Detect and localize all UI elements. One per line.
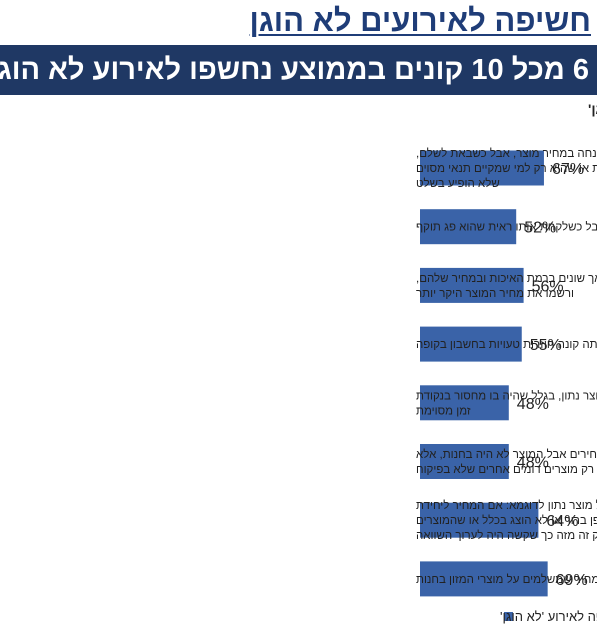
value-label-4: 48%: [517, 396, 549, 413]
legend-label: חשיפה לאירוע 'לא הוגן': [500, 609, 597, 624]
bar-5: [420, 444, 509, 479]
bar-0: [420, 150, 544, 186]
bar-6: [420, 502, 539, 538]
value-label-3: 55%: [530, 337, 562, 354]
value-label-5: 48%: [517, 455, 549, 472]
value-label-6: 64%: [546, 513, 578, 530]
headline-banner: 6 מכל 10 קונים בממוצע נחשפו לאירוע לא הו…: [0, 45, 597, 95]
value-label-0: 67%: [552, 161, 584, 178]
legend-swatch: [504, 612, 513, 621]
category-label-4: נדרשת לשלם מחיר גבוה עבור מוצר נתון, בגל…: [416, 389, 597, 417]
category-label-2: בחנות שמו ביחד מוצרים דומים אך שונים ברמ…: [416, 272, 597, 300]
category-label-1: על המדף בחנות מונח מוצר, אבל כשלקחת אותו…: [416, 221, 597, 234]
bar-2: [420, 267, 524, 303]
bar-1: [420, 209, 517, 245]
category-label-6: היה קושי להשוות בין מחירים של מוצר נתון …: [416, 499, 597, 542]
category-labels-layer: בחנות הוצג שלט המכריז על הנחה במחיר מוצר…: [416, 147, 597, 586]
category-label-3: בחנות שאתה קונה חוזרות טעויות בחשבון בקו…: [416, 339, 597, 351]
page-headline: חשיפה לאירועים לא הוגן: [249, 3, 591, 38]
value-label-1: 52%: [524, 220, 556, 237]
bar-7: [420, 561, 548, 597]
category-label-7: אין תמורה הולמת למחיר שמשלמים על מוצרי ה…: [416, 573, 597, 586]
bars-layer: [420, 150, 548, 597]
bar-4: [420, 385, 509, 421]
category-label-5: רצית לקנות מוצר שנמצא בפיקוח מחירים אבל …: [416, 448, 597, 476]
chart-title: חשיפה לאירוע 'לא הוגן': [588, 101, 597, 117]
category-label-0: בחנות הוצג שלט המכריז על הנחה במחיר מוצר…: [416, 147, 597, 190]
value-labels-layer: 67% 52% 56% 55% 48% 48% 64% 69%: [517, 161, 588, 589]
value-label-2: 56%: [532, 278, 564, 295]
bar-3: [420, 326, 522, 362]
value-label-7: 69%: [556, 572, 588, 589]
banner-text: 6 מכל 10 קונים בממוצע נחשפו לאירוע לא הו…: [0, 54, 589, 86]
